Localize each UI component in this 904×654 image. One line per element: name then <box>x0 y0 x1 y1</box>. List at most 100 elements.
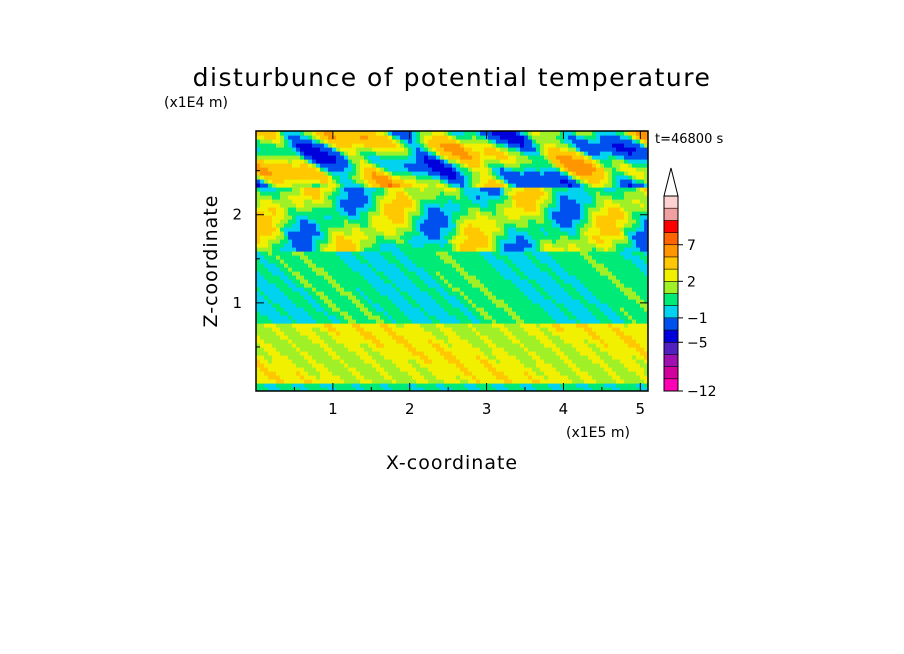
field-cell <box>560 275 565 280</box>
field-cell <box>596 311 601 316</box>
field-cell <box>432 291 437 296</box>
field-cell <box>428 375 433 380</box>
field-cell <box>588 215 593 220</box>
field-cell <box>304 299 309 304</box>
field-cell <box>628 203 633 208</box>
field-cell <box>448 223 453 228</box>
field-cell <box>604 379 609 384</box>
field-cell <box>584 219 589 224</box>
field-cell <box>272 307 277 312</box>
field-cell <box>464 315 469 320</box>
field-cell <box>624 311 629 316</box>
field-cell <box>496 323 501 328</box>
field-cell <box>496 359 501 364</box>
field-cell <box>472 303 477 308</box>
field-cell <box>584 199 589 204</box>
field-cell <box>308 291 313 296</box>
field-cell <box>348 371 353 376</box>
field-cell <box>292 363 297 368</box>
field-cell <box>464 303 469 308</box>
field-cell <box>548 263 553 268</box>
field-cell <box>608 363 613 368</box>
field-cell <box>628 207 633 212</box>
field-cell <box>416 291 421 296</box>
field-cell <box>632 203 637 208</box>
field-cell <box>448 375 453 380</box>
field-cell <box>468 259 473 264</box>
field-cell <box>584 207 589 212</box>
field-cell <box>436 271 441 276</box>
field-cell <box>604 203 609 208</box>
field-cell <box>576 243 581 248</box>
field-cell <box>428 311 433 316</box>
field-cell <box>560 219 565 224</box>
field-cell <box>260 271 265 276</box>
field-cell <box>260 379 265 384</box>
field-cell <box>460 211 465 216</box>
field-cell <box>624 275 629 280</box>
field-cell <box>524 259 529 264</box>
field-cell <box>624 211 629 216</box>
field-cell <box>616 267 621 272</box>
field-cell <box>256 215 261 220</box>
field-cell <box>352 375 357 380</box>
field-cell <box>548 311 553 316</box>
field-cell <box>336 227 341 232</box>
field-cell <box>640 255 645 260</box>
field-cell <box>496 207 501 212</box>
field-cell <box>412 283 417 288</box>
field-cell <box>424 219 429 224</box>
field-cell <box>448 347 453 352</box>
field-cell <box>644 383 648 388</box>
field-cell <box>336 231 341 236</box>
field-cell <box>404 339 409 344</box>
field-cell <box>628 259 633 264</box>
field-cell <box>588 219 593 224</box>
field-cell <box>344 215 349 220</box>
field-cell <box>352 335 357 340</box>
field-cell <box>416 355 421 360</box>
field-cell <box>508 323 513 328</box>
field-cell <box>616 323 621 328</box>
field-cell <box>576 235 581 240</box>
field-cell <box>260 267 265 272</box>
field-cell <box>592 195 597 200</box>
field-cell <box>308 315 313 320</box>
field-cell <box>416 343 421 348</box>
field-cell <box>444 259 449 264</box>
field-cell <box>364 283 369 288</box>
field-cell <box>504 219 509 224</box>
field-cell <box>508 311 513 316</box>
field-cell <box>544 359 549 364</box>
field-cell <box>328 371 333 376</box>
field-cell <box>500 259 505 264</box>
field-cell <box>344 223 349 228</box>
field-cell <box>452 271 457 276</box>
field-cell <box>264 363 269 368</box>
field-cell <box>440 195 445 200</box>
field-cell <box>592 259 597 264</box>
field-cell <box>392 203 397 208</box>
field-cell <box>360 307 365 312</box>
field-cell <box>552 291 557 296</box>
field-cell <box>584 347 589 352</box>
field-cell <box>552 219 557 224</box>
field-cell <box>372 363 377 368</box>
field-cell <box>568 307 573 312</box>
field-cell <box>460 231 465 236</box>
field-cell <box>476 303 481 308</box>
field-cell <box>404 311 409 316</box>
field-cell <box>624 207 629 212</box>
field-cell <box>380 243 385 248</box>
field-cell <box>316 303 321 308</box>
field-cell <box>304 227 309 232</box>
field-cell <box>260 227 265 232</box>
field-cell <box>288 355 293 360</box>
field-cell <box>580 291 585 296</box>
field-cell <box>628 295 633 300</box>
field-cell <box>292 359 297 364</box>
field-cell <box>424 239 429 244</box>
field-cell <box>484 299 489 304</box>
field-cell <box>460 247 465 252</box>
field-cell <box>504 379 509 384</box>
